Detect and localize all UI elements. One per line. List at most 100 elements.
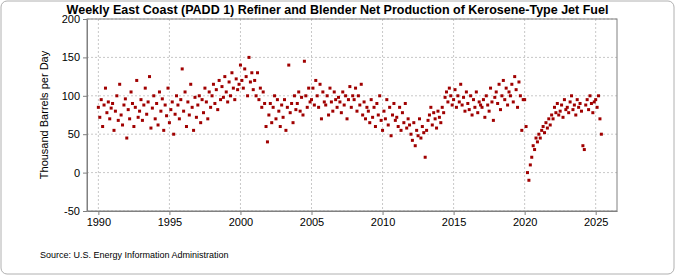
tick-label: 2025 [584,216,608,228]
point [290,102,293,105]
point [303,60,306,63]
point [247,56,250,59]
point [543,131,546,134]
point [326,94,329,97]
point [206,117,209,120]
point [215,88,218,91]
x-axis: 19901995200020052010201520202025 [87,211,618,228]
point [141,119,144,122]
point [103,104,106,107]
point [127,108,130,111]
point [571,108,574,111]
point [132,125,135,128]
tick-label: 2010 [371,216,395,228]
point [553,106,556,109]
tick-label: -50 [64,205,80,217]
point [338,100,341,103]
source: Source: U.S. Energy Information Administ… [40,250,229,260]
point [104,87,107,90]
point [222,96,225,99]
tick: 2005 [300,211,324,228]
background [1,1,674,274]
point [527,179,530,182]
point [287,64,290,67]
point [139,98,142,101]
point [404,102,407,105]
point [577,106,580,109]
point [370,98,373,101]
point [438,116,441,119]
point [515,88,518,91]
tick-mark [525,211,526,215]
point [316,94,319,97]
point [202,111,205,114]
point [182,110,185,113]
point [442,111,445,114]
tick: 150 [62,51,87,63]
tick: 2010 [371,211,395,228]
point [498,83,501,86]
point [415,129,418,132]
point [570,94,573,97]
point [147,100,150,103]
point [566,106,569,109]
grid-line [98,19,99,211]
point [503,98,506,101]
point [412,121,415,124]
point [469,94,472,97]
tick-mark [454,211,455,215]
point [597,94,600,97]
point [529,163,532,166]
point [523,98,526,101]
point [250,71,253,74]
point [110,107,113,110]
axis-line [87,20,88,212]
y-axis: -50050100150200 [62,13,88,217]
point [114,110,117,113]
point [580,110,583,113]
point [505,87,508,90]
point [483,116,486,119]
point [596,106,599,109]
point [230,71,233,74]
point [434,117,437,120]
point [398,106,401,109]
point [186,100,189,103]
point [174,113,177,116]
point [330,100,333,103]
point [363,100,366,103]
point [269,102,272,105]
point [476,111,479,114]
point [307,87,310,90]
point [296,102,299,105]
point [108,117,111,120]
point [229,94,232,97]
plot-area [87,19,617,211]
point [419,137,422,140]
point [532,144,535,147]
tick-mark [383,211,384,215]
axis-line [88,211,618,212]
point [358,104,361,107]
plot-frame [87,19,617,211]
point [519,94,522,97]
point [331,110,334,113]
point [508,90,511,93]
point [598,117,601,120]
point [243,67,246,70]
point [341,90,344,93]
point [239,64,242,67]
point [314,79,317,82]
point [297,90,300,93]
grid-line [240,19,241,211]
point [125,137,128,140]
tick-label: 2000 [229,216,253,228]
point [448,87,451,90]
tick-mark [596,211,597,215]
point [485,94,488,97]
point [112,129,115,132]
point [300,96,303,99]
point [138,110,141,113]
point [228,80,231,83]
point [500,94,503,97]
